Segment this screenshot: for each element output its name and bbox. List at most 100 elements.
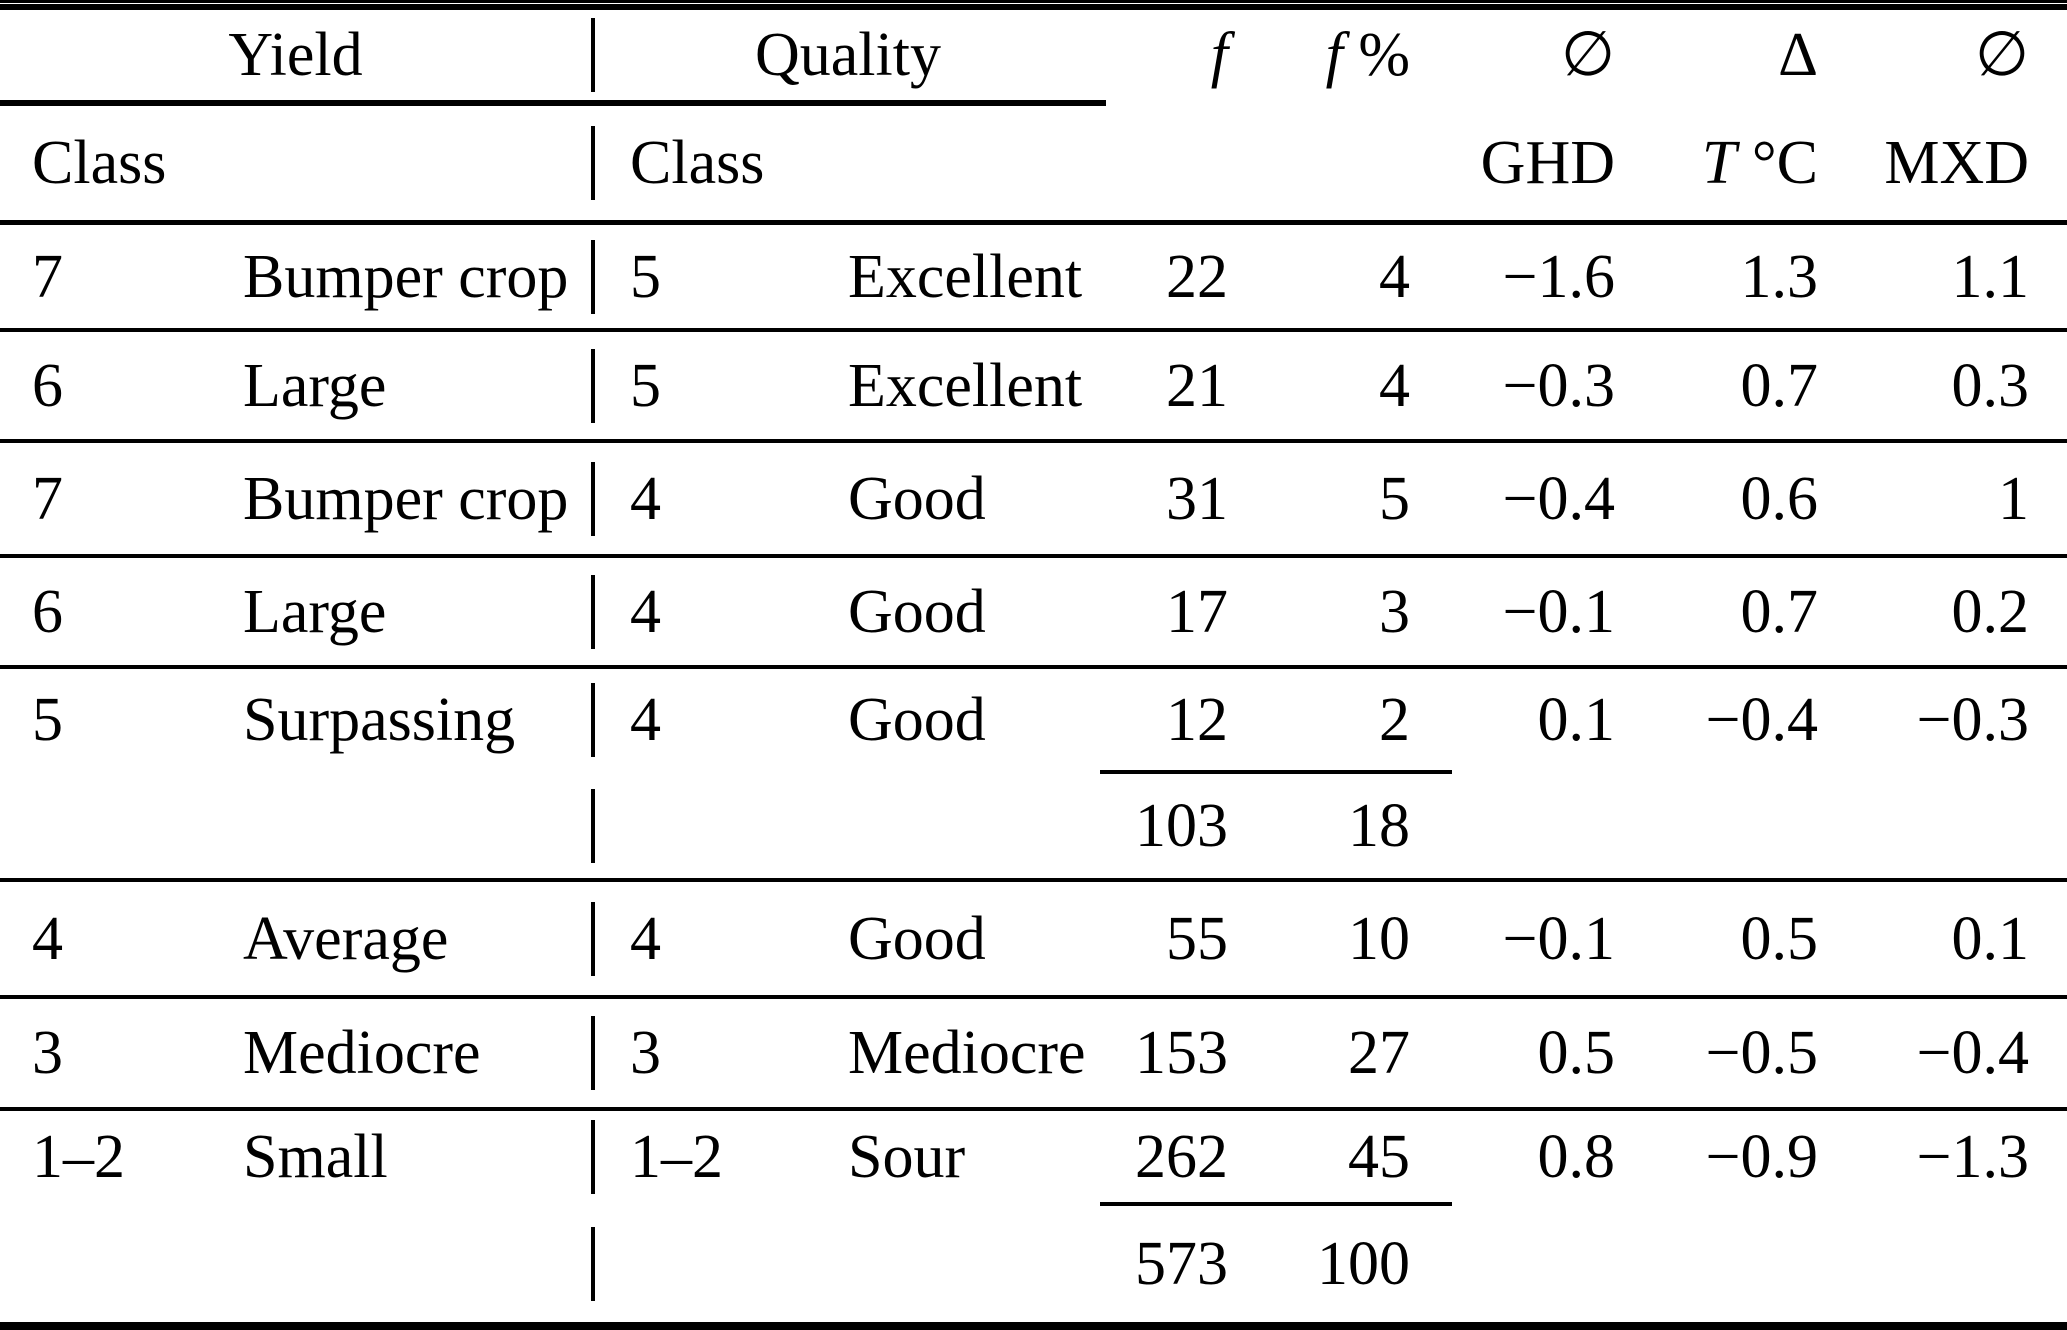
ghd-cell: 0.8: [1537, 1122, 1616, 1191]
frequency-header: f: [1210, 20, 1228, 89]
quality-label-cell: Mediocre: [848, 1019, 1086, 1087]
table-rule-bottom: [0, 1322, 2067, 1330]
f-cell: 55: [1166, 904, 1228, 973]
quality-label-cell: Sour: [848, 1122, 966, 1191]
quality-class-header: Class: [630, 129, 765, 197]
f-percent-total-cell: 100: [1317, 1230, 1410, 1298]
f-cell: 12: [1166, 685, 1228, 754]
f-percent-subtotal-cell: 18: [1348, 792, 1410, 860]
table-row: 1–2 Small 1–2 Sour 262 45 0.8 −0.9 −1.3: [0, 1111, 2067, 1202]
quality-label-cell: Good: [848, 577, 986, 646]
total-row: 573 100: [0, 1206, 2067, 1322]
f-percent-cell: 2: [1379, 685, 1410, 754]
yield-class-header: Class: [32, 129, 167, 197]
yield-label-cell: Large: [243, 577, 387, 646]
mean-symbol-ghd: ∅: [1560, 20, 1615, 89]
mxd-cell: −0.3: [1916, 685, 2029, 754]
yield-class-cell: 5: [32, 685, 63, 754]
f-subtotal-cell: 103: [1135, 792, 1228, 860]
quality-class-cell: 4: [630, 904, 661, 973]
ghd-cell: 0.1: [1537, 685, 1616, 754]
t-cell: −0.5: [1705, 1019, 1818, 1087]
f-percent-cell: 10: [1348, 904, 1410, 973]
yield-label-cell: Bumper crop: [243, 242, 569, 311]
ghd-cell: −0.3: [1502, 351, 1615, 420]
t-cell: 0.7: [1740, 351, 1819, 420]
table-row: 7 Bumper crop 5 Excellent 22 4 −1.6 1.3 …: [0, 225, 2067, 328]
f-total-cell: 573: [1135, 1230, 1228, 1298]
delta-symbol: Δ: [1778, 20, 1818, 89]
mean-symbol-mxd: ∅: [1974, 20, 2029, 89]
column-divider: [591, 1016, 595, 1090]
column-divider: [591, 17, 595, 92]
t-cell: −0.9: [1705, 1122, 1818, 1191]
mxd-header: MXD: [1884, 129, 2029, 197]
yield-label-cell: Mediocre: [243, 1019, 481, 1087]
t-cell: −0.4: [1705, 685, 1818, 754]
mxd-cell: −0.4: [1916, 1019, 2029, 1087]
column-divider: [591, 126, 595, 200]
mxd-cell: −1.3: [1916, 1122, 2029, 1191]
table-row: 6 Large 5 Excellent 21 4 −0.3 0.7 0.3: [0, 332, 2067, 439]
yield-class-cell: 7: [32, 242, 63, 311]
column-divider: [591, 682, 595, 757]
quality-label-cell: Good: [848, 685, 986, 754]
quality-class-cell: 4: [630, 577, 661, 646]
row-divider: [0, 878, 2067, 882]
row-divider: [0, 554, 2067, 558]
f-cell: 153: [1135, 1019, 1228, 1087]
yield-label-cell: Average: [243, 904, 449, 973]
f-cell: 17: [1166, 577, 1228, 646]
ghd-header: GHD: [1480, 129, 1615, 197]
row-divider: [0, 439, 2067, 443]
mxd-cell: 0.3: [1951, 351, 2030, 420]
f-percent-cell: 4: [1379, 351, 1410, 420]
subtotal-rule: [1100, 770, 1452, 774]
row-divider: [0, 665, 2067, 669]
quality-class-cell: 4: [630, 464, 661, 533]
yield-label-cell: Surpassing: [243, 685, 516, 754]
quality-label-cell: Excellent: [848, 351, 1083, 420]
yield-label-cell: Large: [243, 351, 387, 420]
t-cell: 0.6: [1740, 464, 1819, 533]
mxd-cell: 0.2: [1951, 577, 2030, 646]
t-cell: 1.3: [1740, 242, 1819, 311]
yield-label-cell: Small: [243, 1122, 388, 1191]
table-header-row: Class Class GHD T °C MXD: [0, 106, 2067, 220]
mxd-cell: 1: [1998, 464, 2029, 533]
row-divider: [0, 1107, 2067, 1111]
column-divider: [591, 239, 595, 314]
table-header-group-row: Yield Quality f f % ∅ Δ ∅: [0, 9, 2067, 100]
quality-class-cell: 4: [630, 685, 661, 754]
yield-class-cell: 4: [32, 904, 63, 973]
frequency-percent-header: f %: [1325, 20, 1410, 89]
row-divider: [0, 328, 2067, 332]
ghd-cell: −0.4: [1502, 464, 1615, 533]
table-row: 7 Bumper crop 4 Good 31 5 −0.4 0.6 1: [0, 443, 2067, 554]
table-row: 6 Large 4 Good 17 3 −0.1 0.7 0.2: [0, 558, 2067, 665]
column-divider: [591, 574, 595, 649]
yield-class-cell: 3: [32, 1019, 63, 1087]
row-divider: [0, 995, 2067, 999]
table-row: 3 Mediocre 3 Mediocre 153 27 0.5 −0.5 −0…: [0, 999, 2067, 1107]
column-divider: [591, 1227, 595, 1301]
quality-class-cell: 3: [630, 1019, 661, 1087]
total-rule: [1100, 1202, 1452, 1206]
f-percent-cell: 45: [1348, 1122, 1410, 1191]
f-cell: 21: [1166, 351, 1228, 420]
quality-class-cell: 5: [630, 242, 661, 311]
f-percent-cell: 5: [1379, 464, 1410, 533]
table-rule-header: [0, 220, 2067, 225]
mxd-cell: 0.1: [1951, 904, 2030, 973]
table-row: 4 Average 4 Good 55 10 −0.1 0.5 0.1: [0, 882, 2067, 995]
ghd-cell: −0.1: [1502, 577, 1615, 646]
table-rule-group-header: [0, 100, 1106, 106]
quality-class-cell: 5: [630, 351, 661, 420]
yield-label-cell: Bumper crop: [243, 464, 569, 533]
quality-class-cell: 1–2: [630, 1122, 723, 1191]
column-divider: [591, 348, 595, 423]
table-row: 5 Surpassing 4 Good 12 2 0.1 −0.4 −0.3: [0, 669, 2067, 770]
quality-label-cell: Good: [848, 464, 986, 533]
yield-class-cell: 1–2: [32, 1122, 125, 1191]
t-cell: 0.7: [1740, 577, 1819, 646]
